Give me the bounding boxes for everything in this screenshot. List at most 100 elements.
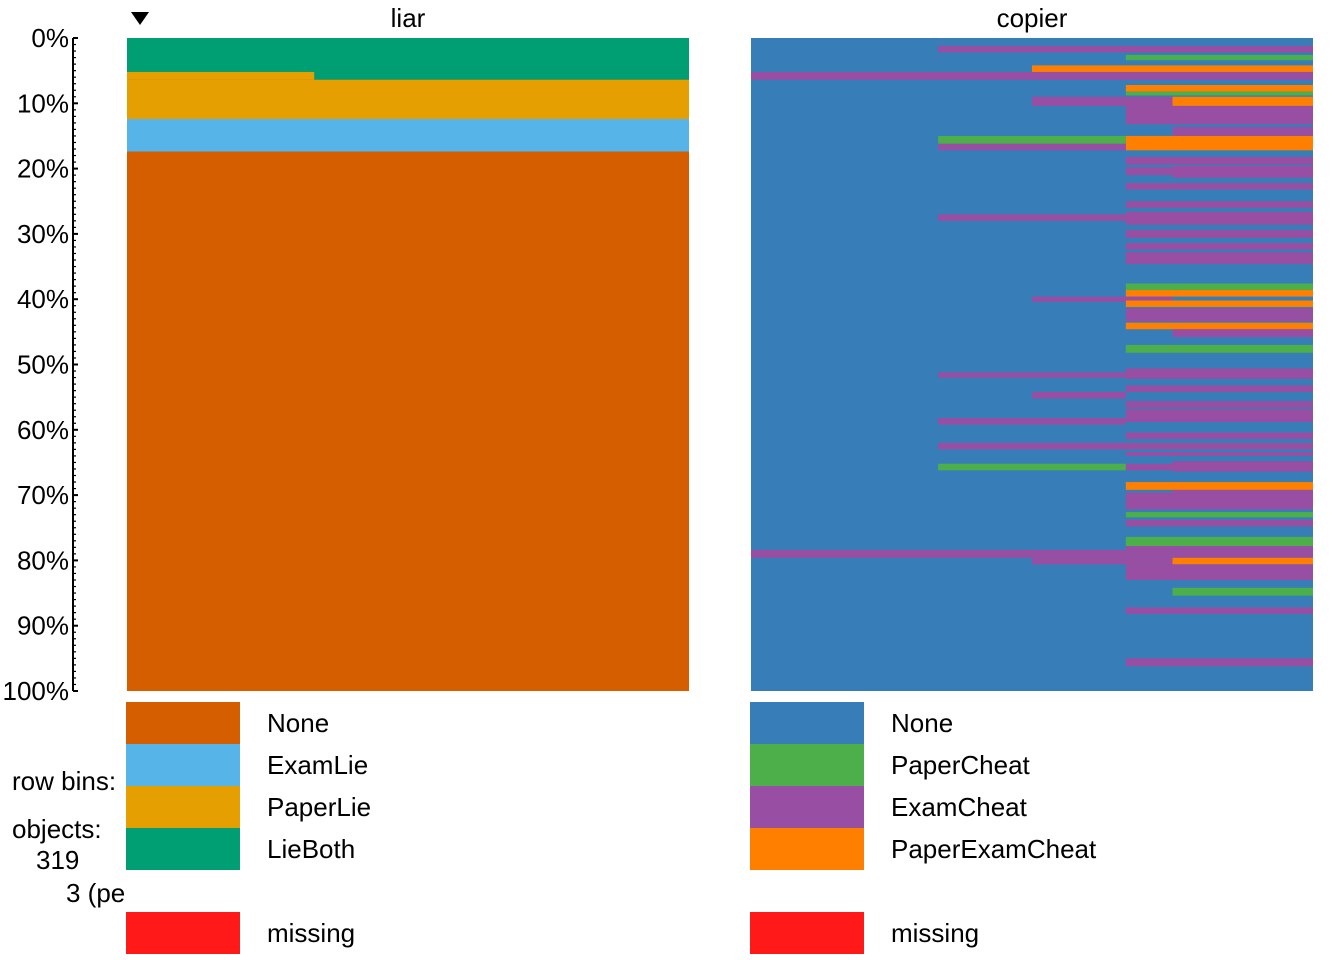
objects-count: 319 bbox=[36, 845, 79, 875]
segment-examcheat bbox=[751, 549, 1313, 558]
legend-label-lieboth: LieBoth bbox=[267, 834, 355, 864]
segment-examcheat bbox=[938, 442, 1313, 450]
objects-label: objects: bbox=[12, 814, 102, 844]
y-axis: 0% 10% 20% 30% 40% 50% 60% 70% 80% 90% 100% bbox=[3, 23, 78, 706]
segment-paperexamcheat bbox=[1172, 557, 1313, 565]
segment-lieboth bbox=[127, 38, 689, 72]
legend-label-paperexamcheat: PaperExamCheat bbox=[891, 834, 1097, 864]
legend-swatch-paperlie bbox=[126, 786, 240, 828]
legend-swatch-paperexamcheat bbox=[750, 828, 864, 870]
y-tick-label: 70% bbox=[17, 480, 69, 510]
segment-examcheat bbox=[1172, 126, 1313, 136]
legend-swatch-examcheat bbox=[750, 786, 864, 828]
segment-examcheat bbox=[1125, 211, 1313, 225]
segment-examcheat bbox=[1125, 408, 1313, 422]
segment-papercheat bbox=[1125, 283, 1313, 291]
segment-examcheat bbox=[1125, 564, 1313, 580]
legend-copier: None PaperCheat ExamCheat PaperExamCheat mis… bbox=[750, 702, 1097, 954]
y-tick-label: 50% bbox=[17, 350, 69, 380]
column-liar bbox=[127, 38, 689, 691]
segment-examcheat bbox=[1125, 492, 1173, 510]
segment-papercheat bbox=[1125, 344, 1313, 353]
plot-area: liar copier bbox=[127, 3, 1313, 691]
legends: None ExamLie PaperLie LieBoth missing None Pap… bbox=[126, 702, 1097, 954]
segment-examcheat bbox=[1032, 557, 1173, 565]
objects-per-bin: 3 (pe bbox=[66, 878, 125, 908]
segment-examcheat bbox=[1125, 201, 1313, 208]
segment-examcheat bbox=[1125, 182, 1313, 190]
legend-swatch-none bbox=[126, 702, 240, 744]
segment-examcheat bbox=[1125, 432, 1313, 439]
segment-examcheat bbox=[1125, 252, 1313, 264]
segment-paperexamcheat bbox=[1125, 482, 1313, 490]
legend-label-missing: missing bbox=[267, 918, 355, 948]
segment-examcheat bbox=[1125, 368, 1313, 379]
legend-label-examlie: ExamLie bbox=[267, 750, 368, 780]
y-tick-label: 0% bbox=[31, 23, 69, 53]
y-tick-label: 100% bbox=[3, 676, 70, 706]
segment-paperexamcheat bbox=[1032, 65, 1313, 72]
y-tick-label: 90% bbox=[17, 611, 69, 641]
segment-examcheat bbox=[1032, 96, 1173, 106]
segment-examcheat bbox=[1125, 156, 1313, 165]
segment-examcheat bbox=[1172, 489, 1313, 510]
legend-liar: None ExamLie PaperLie LieBoth missing bbox=[126, 702, 371, 954]
segment-examcheat bbox=[1125, 463, 1173, 471]
segment-examcheat bbox=[1125, 167, 1173, 176]
segment-none bbox=[127, 151, 689, 691]
segment-examcheat bbox=[938, 372, 1126, 378]
column-header-copier: copier bbox=[997, 3, 1068, 33]
segment-examcheat bbox=[1172, 165, 1313, 178]
segment-examcheat bbox=[1125, 243, 1313, 250]
segment-paperlie bbox=[127, 79, 689, 119]
segment-papercheat bbox=[1125, 512, 1313, 518]
segment-paperexamcheat bbox=[1125, 300, 1313, 308]
y-tick-label: 60% bbox=[17, 415, 69, 445]
segment-examcheat bbox=[1125, 296, 1173, 302]
segment-paperexamcheat bbox=[1125, 290, 1313, 297]
segment-papercheat bbox=[1125, 91, 1313, 96]
segment-examcheat bbox=[1125, 607, 1313, 614]
legend-label-none: None bbox=[891, 708, 953, 738]
legend-label-papercheat: PaperCheat bbox=[891, 750, 1031, 780]
segment-examcheat bbox=[1125, 658, 1313, 667]
legend-swatch-papercheat bbox=[750, 744, 864, 786]
legend-swatch-missing bbox=[126, 912, 240, 954]
y-tick-label: 30% bbox=[17, 219, 69, 249]
sort-descending-icon[interactable] bbox=[131, 12, 149, 25]
segment-examcheat bbox=[751, 71, 1313, 80]
segment-examlie bbox=[127, 118, 689, 152]
segment-lieboth bbox=[314, 71, 689, 80]
segment-examcheat bbox=[1125, 401, 1313, 408]
segment-examcheat bbox=[938, 214, 1126, 221]
segment-examcheat bbox=[1032, 391, 1126, 399]
segment-paperexamcheat bbox=[1125, 322, 1313, 330]
segment-examcheat bbox=[1125, 229, 1313, 238]
y-tick-label: 20% bbox=[17, 154, 69, 184]
segment-examcheat bbox=[1172, 461, 1313, 472]
segment-examcheat bbox=[1125, 308, 1313, 322]
segment-papercheat bbox=[938, 135, 1126, 144]
y-tick-label: 10% bbox=[17, 88, 69, 118]
legend-label-none: None bbox=[267, 708, 329, 738]
segment-papercheat bbox=[1172, 587, 1313, 596]
segment-examcheat bbox=[1125, 546, 1313, 550]
segment-examcheat bbox=[1125, 105, 1313, 125]
legend-swatch-lieboth bbox=[126, 828, 240, 870]
segment-paperlie bbox=[127, 71, 315, 80]
legend-swatch-none bbox=[750, 702, 864, 744]
segment-examcheat bbox=[938, 418, 1126, 425]
column-header-liar: liar bbox=[391, 3, 426, 33]
legend-swatch-missing bbox=[750, 912, 864, 954]
column-copier bbox=[751, 38, 1313, 691]
segment-examcheat bbox=[1172, 329, 1313, 338]
segment-examcheat bbox=[1125, 519, 1313, 527]
segment-examcheat bbox=[938, 45, 1313, 53]
legend-label-missing: missing bbox=[891, 918, 979, 948]
segment-examcheat bbox=[938, 143, 1126, 151]
segment-paperexamcheat bbox=[1125, 135, 1313, 151]
segment-paperexamcheat bbox=[1172, 96, 1313, 106]
legend-label-paperlie: PaperLie bbox=[267, 792, 371, 822]
segment-paperexamcheat bbox=[1125, 85, 1313, 92]
